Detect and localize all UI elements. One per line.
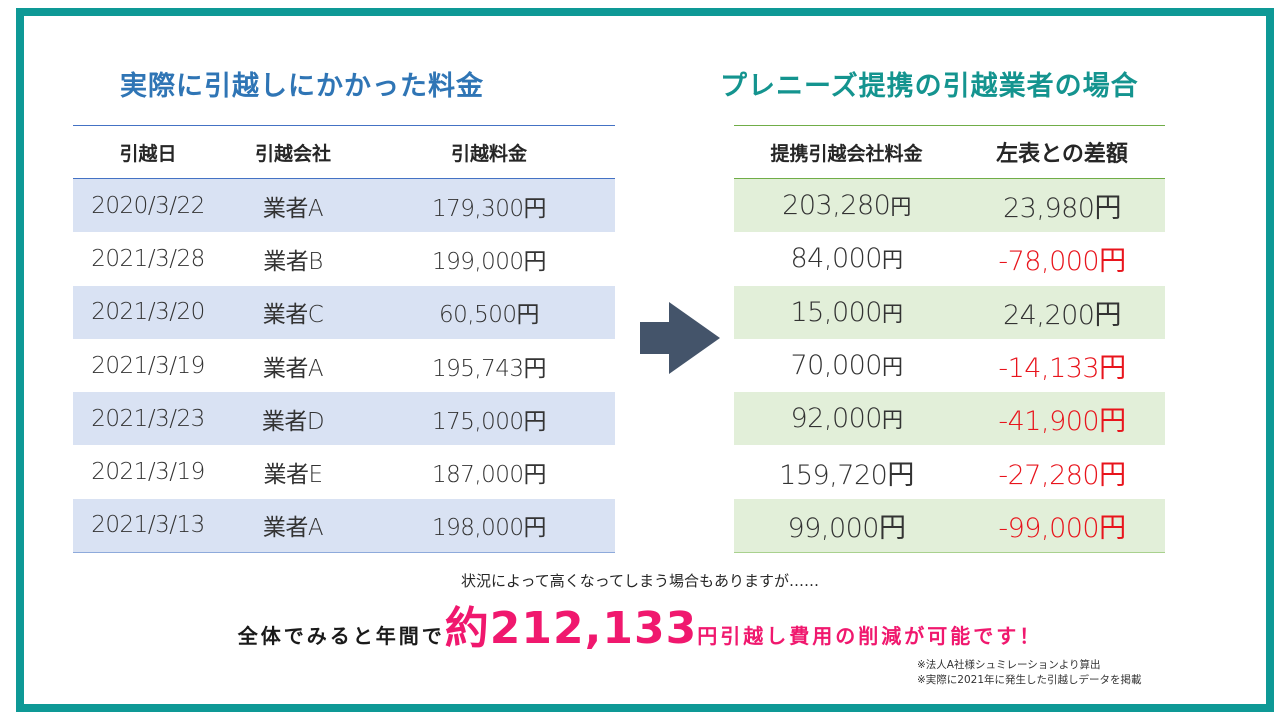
cell-price: 60,500円 [439,302,539,329]
table-row: 2021/3/19 業者A 195,743円 [73,339,615,392]
cell-date: 2020/3/22 [91,192,205,219]
table-row: 84,000円 -78,000円 [734,232,1165,285]
savings-amount: 約212,133 [444,603,698,654]
header-partner-fee: 提携引越会社料金 [770,142,923,165]
slide-frame [16,8,1274,712]
cell-price: 187,000円 [431,462,547,489]
table-row: 70,000円 -14,133円 [734,339,1165,392]
table-row: 2021/3/20 業者C 60,500円 [73,285,615,339]
table-header: 引越日 引越会社 引越料金 [73,126,615,179]
table-row: 159,720円 -27,280円 [734,445,1165,498]
table-row: 2020/3/22 業者A 179,300円 [73,179,615,233]
headline-suffix: 円引越し費用の削減が可能です！ [697,624,1043,648]
cell-partner-price: 92,000円 [790,403,903,435]
cell-partner-price: 84,000円 [790,243,903,275]
table-row: 2021/3/23 業者D 175,000円 [73,392,615,446]
table-row: 92,000円 -41,900円 [734,392,1165,446]
header-moving-company: 引越会社 [254,142,331,165]
cell-difference: 24,200円 [1003,299,1121,331]
actual-cost-table: 引越日 引越会社 引越料金 2020/3/22 業者A 179,300円 202… [73,125,615,554]
footnote-source: ※法人A社様シュミレーションより算出 [917,659,1101,671]
table-row: 15,000円 24,200円 [734,285,1165,339]
cell-difference: -41,900円 [998,406,1126,438]
cell-company: 業者B [263,248,323,275]
cell-company: 業者D [261,408,325,435]
cell-company: 業者C [262,302,324,329]
cell-company: 業者E [263,462,323,489]
table-row: 2021/3/28 業者B 199,000円 [73,232,615,285]
cell-date: 2021/3/23 [91,405,205,432]
table-row: 99,000円 -99,000円 [734,498,1165,553]
header-move-date: 引越日 [119,142,177,165]
cell-price: 175,000円 [431,408,547,435]
savings-headline: 全体でみると年間で約212,133円引越し費用の削減が可能です！ [0,592,1280,656]
cell-date: 2021/3/20 [91,299,205,326]
header-difference: 左表との差額 [996,142,1128,167]
cell-company: 業者A [262,515,324,542]
cell-date: 2021/3/19 [91,459,205,486]
cell-difference: -14,133円 [998,353,1126,385]
cell-date: 2021/3/19 [91,352,205,379]
cell-price: 179,300円 [431,195,547,222]
table-row: 2021/3/13 業者A 198,000円 [73,498,615,553]
left-table-title: 実際に引越しにかかった料金 [120,71,484,102]
cell-price: 198,000円 [431,515,547,542]
cell-partner-price: 15,000円 [790,296,903,328]
cell-date: 2021/3/28 [91,245,205,272]
cell-partner-price: 203,280円 [782,190,911,222]
cell-difference: -99,000円 [998,512,1126,544]
table-body: 2020/3/22 業者A 179,300円 2021/3/28 業者B 199… [73,179,615,554]
table-row: 203,280円 23,980円 [734,179,1165,233]
table-header: 提携引越会社料金 左表との差額 [734,126,1165,179]
cell-partner-price: 99,000円 [787,512,906,544]
right-arrow-icon [640,302,720,374]
partner-cost-table: 提携引越会社料金 左表との差額 203,280円 23,980円 84,000円… [734,125,1165,554]
table-body: 203,280円 23,980円 84,000円 -78,000円 15,000… [734,179,1165,554]
caveat-note: 状況によって高くなってしまう場合もありますが…… [460,572,820,590]
cell-company: 業者A [262,195,324,222]
cell-difference: -78,000円 [998,246,1126,278]
cell-price: 199,000円 [431,248,547,275]
table-row: 2021/3/19 業者E 187,000円 [73,445,615,498]
cell-price: 195,743円 [431,355,547,382]
header-moving-fee: 引越料金 [450,142,527,165]
cell-partner-price: 70,000円 [790,350,903,382]
footnote-data: ※実際に2021年に発生した引越しデータを掲載 [917,674,1142,686]
headline-prefix: 全体でみると年間で [237,624,445,648]
right-table-title: プレニーズ提携の引越業者の場合 [720,71,1139,102]
cell-company: 業者A [262,355,324,382]
cell-date: 2021/3/13 [91,512,205,539]
cell-partner-price: 159,720円 [779,459,914,491]
cell-difference: 23,980円 [1003,193,1121,225]
cell-difference: -27,280円 [998,459,1126,491]
